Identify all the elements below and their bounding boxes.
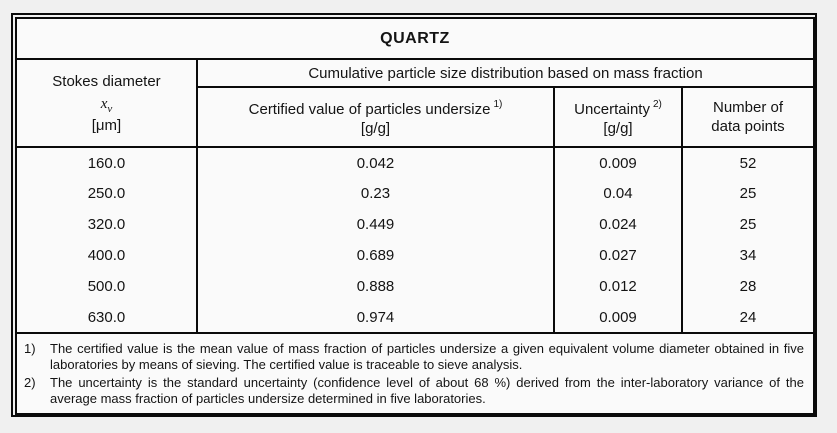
cell-certified-value: 0.974 (197, 302, 555, 333)
certified-value-unit: [g/g] (360, 120, 391, 137)
footnote-1-marker: 1) (24, 341, 36, 356)
span-header-cumulative-distribution: Cumulative particle size distribution ba… (197, 59, 813, 88)
uncertainty-label: Uncertainty 2) (555, 96, 681, 119)
footnote-ref-1: 1) (493, 99, 503, 110)
cell-certified-value: 0.689 (197, 240, 555, 271)
uncertainty-unit: [g/g] (603, 120, 633, 137)
certified-values-table: QUARTZ Stokes diameter xv [μm] Cumulativ… (17, 19, 813, 413)
cell-data-points: 52 (739, 154, 757, 172)
cell-diameter: 500.0 (17, 271, 198, 302)
footnote-1-text: The certified value is the mean value of… (50, 341, 804, 372)
footnote-2: 2) The uncertainty is the standard uncer… (17, 375, 813, 407)
uncertainty-header-cell: Uncertainty 2) [g/g] (554, 87, 683, 148)
table-outer-frame: QUARTZ Stokes diameter xv [μm] Cumulativ… (11, 13, 817, 417)
cell-data-points: 34 (739, 247, 757, 264)
uncertainty-label-text: Uncertainty (574, 101, 650, 118)
footnote-2-text: The uncertainty is the standard uncertai… (50, 375, 804, 406)
stokes-symbol-subscript: v (107, 102, 113, 115)
cell-diameter: 630.0 (17, 302, 198, 333)
cell-data-points: 28 (739, 278, 757, 295)
cell-uncertainty: 0.009 (554, 302, 683, 333)
table-row: 160.0 0.042 0.009 52 (17, 147, 813, 178)
cell-diameter: 160.0 (17, 147, 198, 178)
cell-certified-value: 0.042 (197, 147, 555, 178)
cell-uncertainty: 0.009 (554, 147, 683, 178)
stokes-symbol: xv (17, 95, 196, 115)
cell-uncertainty: 0.04 (554, 178, 683, 209)
table-title: QUARTZ (17, 19, 813, 60)
footnote-2-marker: 2) (24, 375, 36, 390)
stokes-diameter-header-cell: Stokes diameter xv [μm] (17, 59, 198, 148)
footnote-1: 1) The certified value is the mean value… (17, 341, 813, 373)
footnote-ref-2: 2) (652, 99, 662, 110)
cell-certified-value: 0.888 (197, 271, 555, 302)
cell-data-points: 25 (739, 216, 757, 233)
cell-certified-value: 0.449 (197, 209, 555, 240)
cell-diameter: 250.0 (17, 178, 198, 209)
stokes-unit: [μm] (91, 116, 122, 134)
certified-value-label-text: Certified value of particles undersize (248, 101, 491, 118)
footnotes-section: 1) The certified value is the mean value… (17, 332, 813, 413)
certified-value-label: Certified value of particles undersize 1) (198, 96, 553, 119)
cell-data-points: 25 (739, 185, 757, 202)
stokes-diameter-label: Stokes diameter (52, 72, 161, 90)
table-inner-frame: QUARTZ Stokes diameter xv [μm] Cumulativ… (15, 17, 815, 415)
cell-diameter: 400.0 (17, 240, 198, 271)
table-row: 630.0 0.974 0.009 24 (17, 302, 813, 333)
cell-diameter: 320.0 (17, 209, 198, 240)
cell-data-points: 24 (739, 308, 757, 326)
cell-certified-value: 0.23 (197, 178, 555, 209)
cell-uncertainty: 0.027 (554, 240, 683, 271)
data-points-label-line1: Number of (712, 99, 784, 116)
cell-uncertainty: 0.024 (554, 209, 683, 240)
table-row: 400.0 0.689 0.027 34 (17, 240, 813, 271)
table-row: 500.0 0.888 0.012 28 (17, 271, 813, 302)
stokes-symbol-x: x (100, 95, 108, 112)
certified-value-header-cell: Certified value of particles undersize 1)… (197, 87, 555, 148)
data-points-label-line2: data points (711, 118, 785, 135)
table-row: 320.0 0.449 0.024 25 (17, 209, 813, 240)
table-row: 250.0 0.23 0.04 25 (17, 178, 813, 209)
cell-uncertainty: 0.012 (554, 271, 683, 302)
data-points-header-cell: Number of data points (682, 87, 813, 148)
